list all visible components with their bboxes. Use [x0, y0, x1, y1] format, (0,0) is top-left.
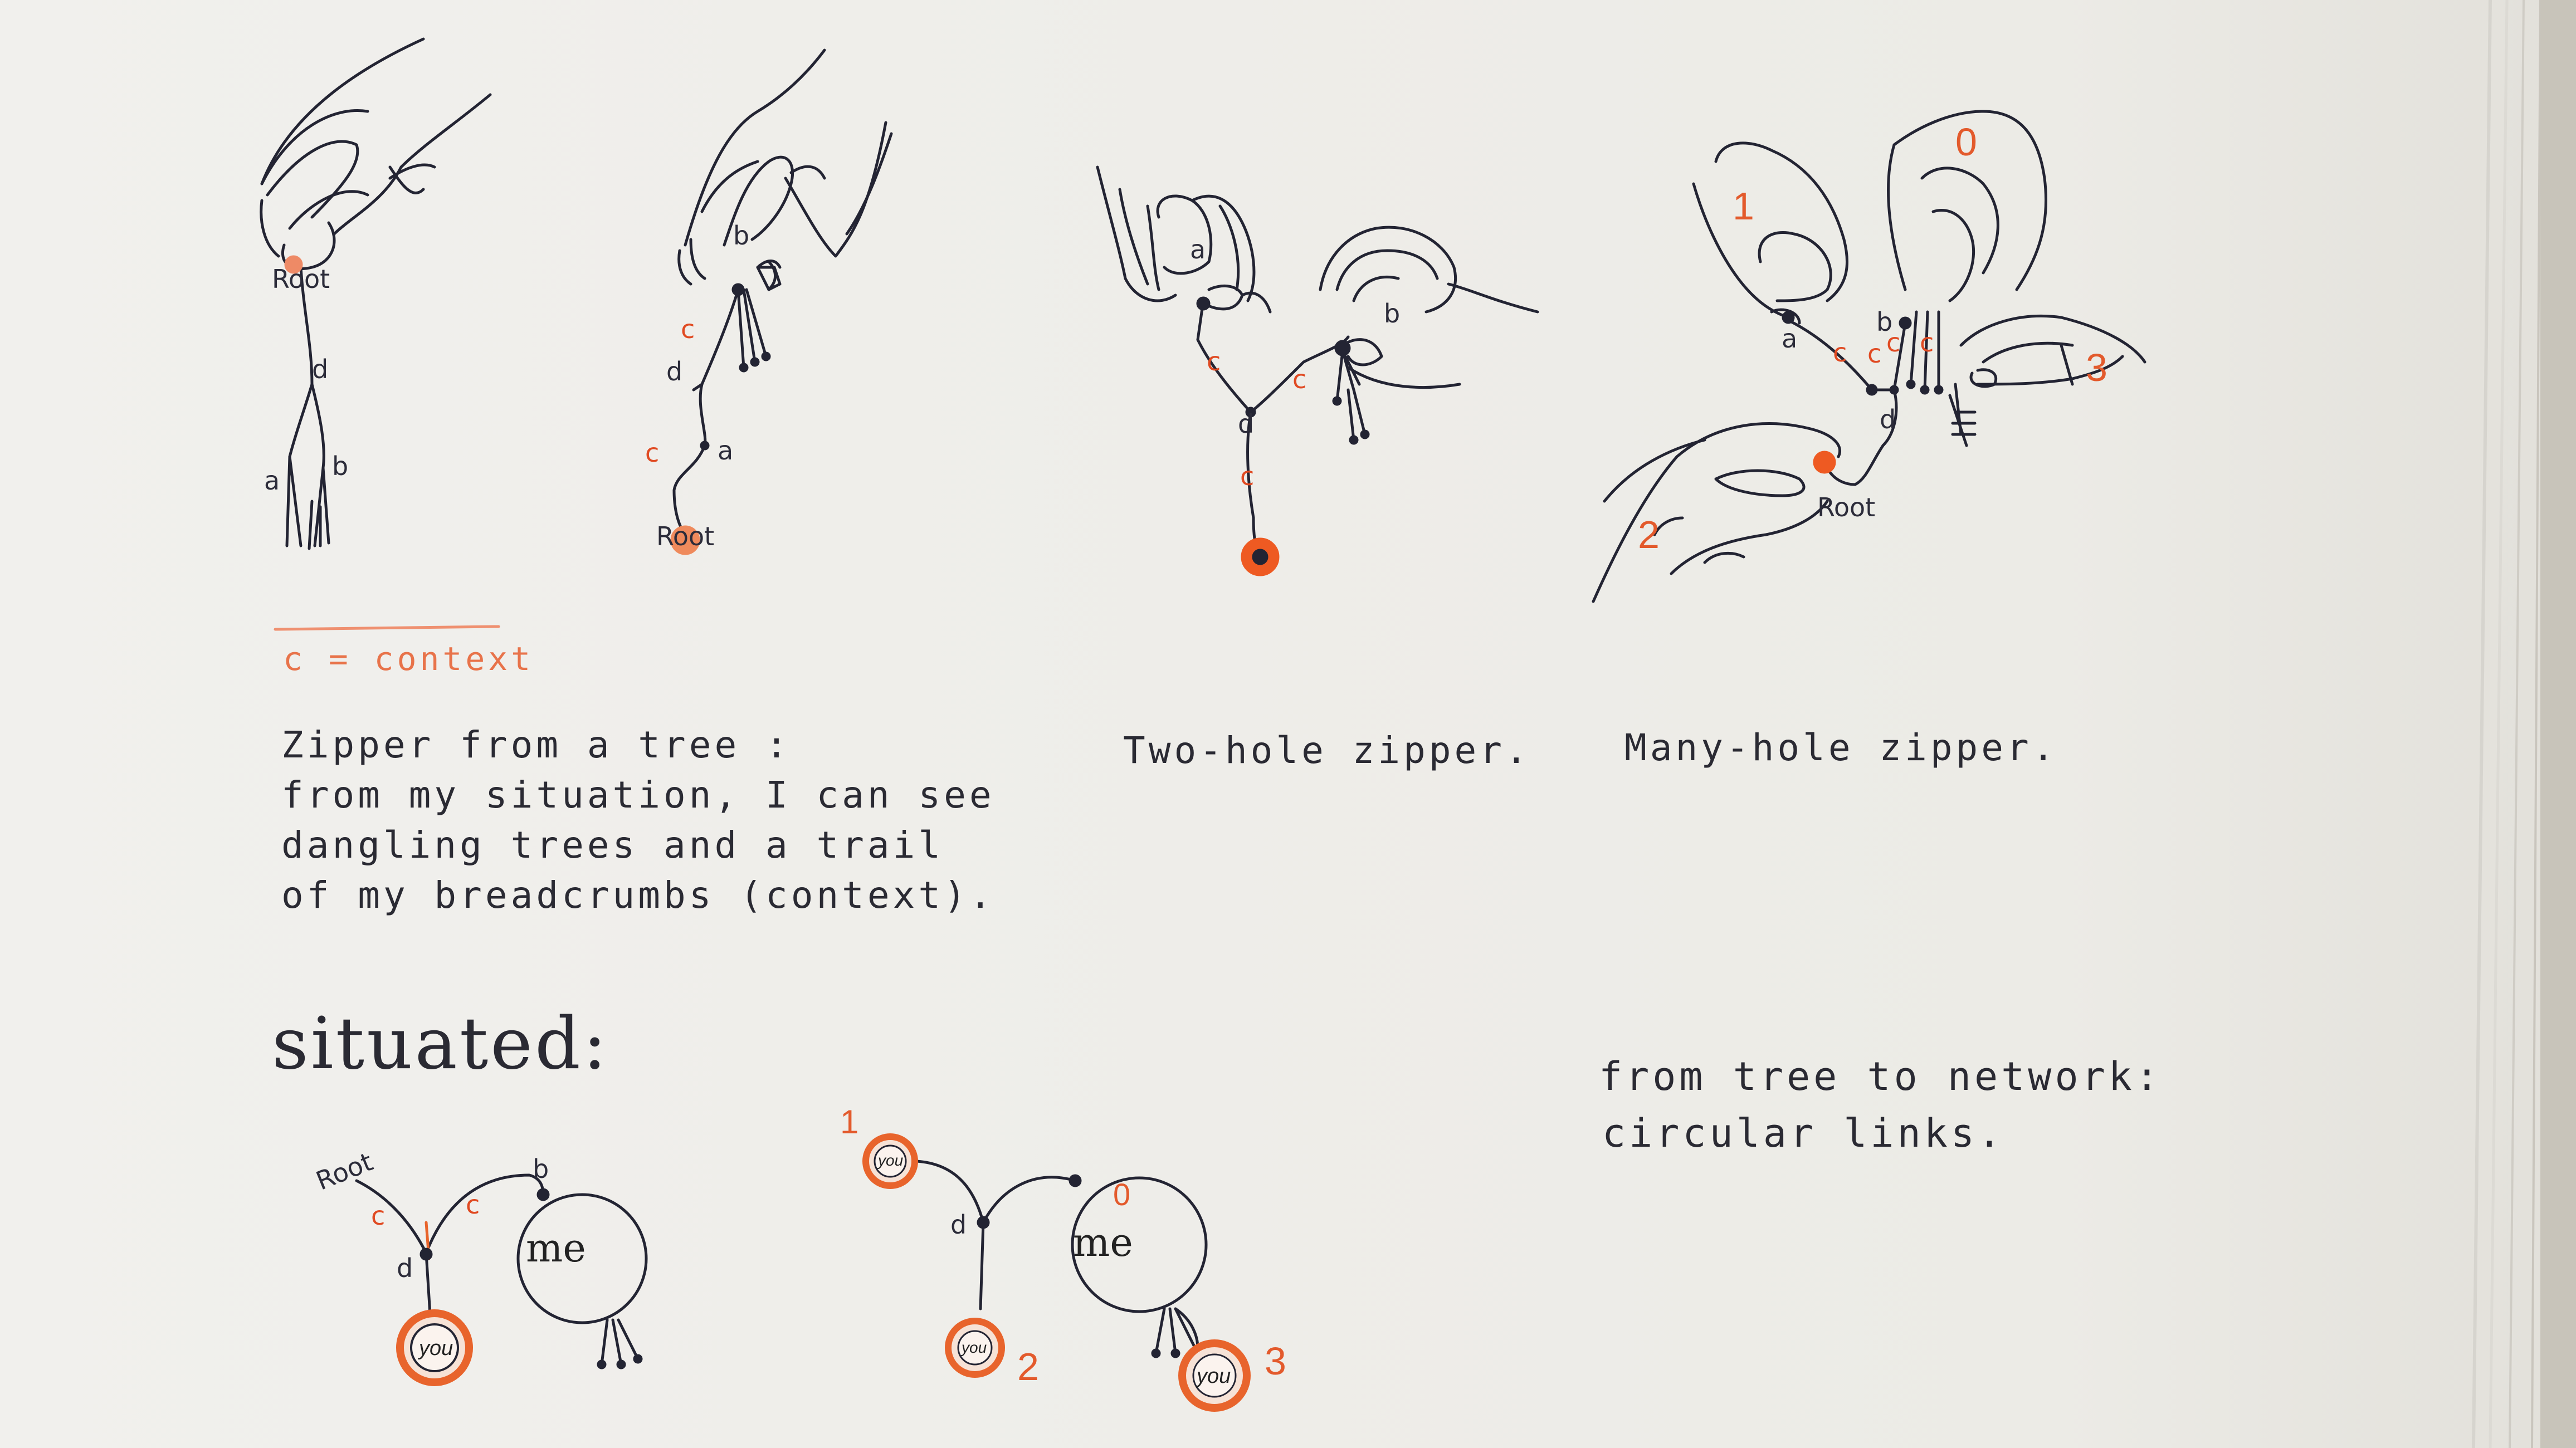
sit-right-you2-label: you — [962, 1339, 987, 1356]
network-note-line1: from tree to network: — [1599, 1054, 2163, 1099]
sit-right-you3-label: you — [1197, 1364, 1231, 1388]
fig4-number-2: 2 — [1638, 513, 1660, 556]
sit-left-me-label: me — [526, 1225, 586, 1271]
fig3-c3-label: c — [1240, 461, 1255, 491]
sit-right-number-2: 2 — [1017, 1345, 1039, 1388]
fig1-a-label: a — [264, 466, 280, 496]
fig2-c1-label: c — [681, 314, 695, 344]
fig3-b-label: b — [1384, 299, 1401, 329]
fig1-caption-line3: dangling trees and a trail — [281, 824, 944, 867]
sit-left-d-label: d — [397, 1253, 413, 1283]
fig4-number-1: 1 — [1733, 184, 1754, 228]
fig1-b-label: b — [332, 451, 349, 481]
fig1-caption-line2: from my situation, I can see — [281, 774, 995, 816]
fig4-c3-label: c — [1886, 327, 1901, 358]
situated-heading: situated: — [272, 1002, 609, 1085]
fig4-b-label: b — [1876, 307, 1893, 337]
fig4-c2-label: c — [1867, 339, 1882, 369]
fig1-caption-line1: Zipper from a tree : — [281, 723, 791, 766]
fig2-b-label: b — [733, 221, 750, 251]
situated-left-diagram — [355, 1173, 648, 1386]
fig1-d-label: d — [312, 354, 329, 384]
sit-right-me-label: me — [1073, 1220, 1133, 1265]
page-edge — [2472, 0, 2492, 1448]
sit-left-you-label: you — [419, 1337, 453, 1360]
fig2-d-label: d — [666, 356, 683, 387]
sit-right-number-3: 3 — [1265, 1339, 1286, 1383]
fig4-c4-label: c — [1920, 327, 1934, 358]
figure3-two-hole-zipper — [1096, 165, 1539, 576]
figure4-many-hole-zipper — [1592, 110, 2146, 603]
fig3-caption: Two-hole zipper. — [1123, 729, 1531, 772]
fig2-c2-label: c — [645, 438, 660, 468]
fig4-number-0: 0 — [1955, 120, 1977, 164]
legend-context: c = context — [283, 640, 534, 678]
fig2-a-label: a — [718, 436, 734, 466]
sit-right-number-0: 0 — [1113, 1177, 1131, 1212]
fig3-c2-label: c — [1292, 364, 1307, 394]
page-edge — [2509, 0, 2525, 1448]
fig4-d-label: d — [1880, 404, 1896, 434]
fig2-root-label: Root — [656, 521, 715, 551]
sit-right-number-1: 1 — [840, 1103, 859, 1141]
page-edge — [2531, 0, 2541, 1448]
situated-right-diagram — [862, 1133, 1251, 1412]
fig4-root-label: Root — [1817, 492, 1876, 522]
sit-left-c1-label: c — [371, 1201, 386, 1231]
fig3-c1-label: c — [1207, 346, 1221, 376]
page-edge — [2489, 0, 2509, 1448]
sit-right-d-label: d — [950, 1210, 967, 1240]
fig4-number-3: 3 — [2086, 346, 2107, 389]
legend-underline — [274, 625, 500, 631]
fig3-d-label: d — [1238, 409, 1255, 439]
sit-left-c2-label: c — [466, 1190, 480, 1220]
fig4-a-label: a — [1782, 324, 1798, 354]
sit-right-you1-label: you — [878, 1152, 904, 1169]
figure1-hand-tree — [260, 37, 492, 550]
fig1-caption-line4: of my breadcrumbs (context). — [281, 874, 995, 917]
network-note-line2: circular links. — [1602, 1111, 2005, 1156]
fig3-a-label: a — [1190, 234, 1206, 265]
fig1-root-label: Root — [272, 264, 330, 294]
fig4-caption: Many-hole zipper. — [1624, 726, 2058, 769]
fig4-c1-label: c — [1833, 337, 1847, 368]
figure2-hand-tree — [670, 48, 893, 555]
sit-left-b-label: b — [533, 1154, 549, 1184]
